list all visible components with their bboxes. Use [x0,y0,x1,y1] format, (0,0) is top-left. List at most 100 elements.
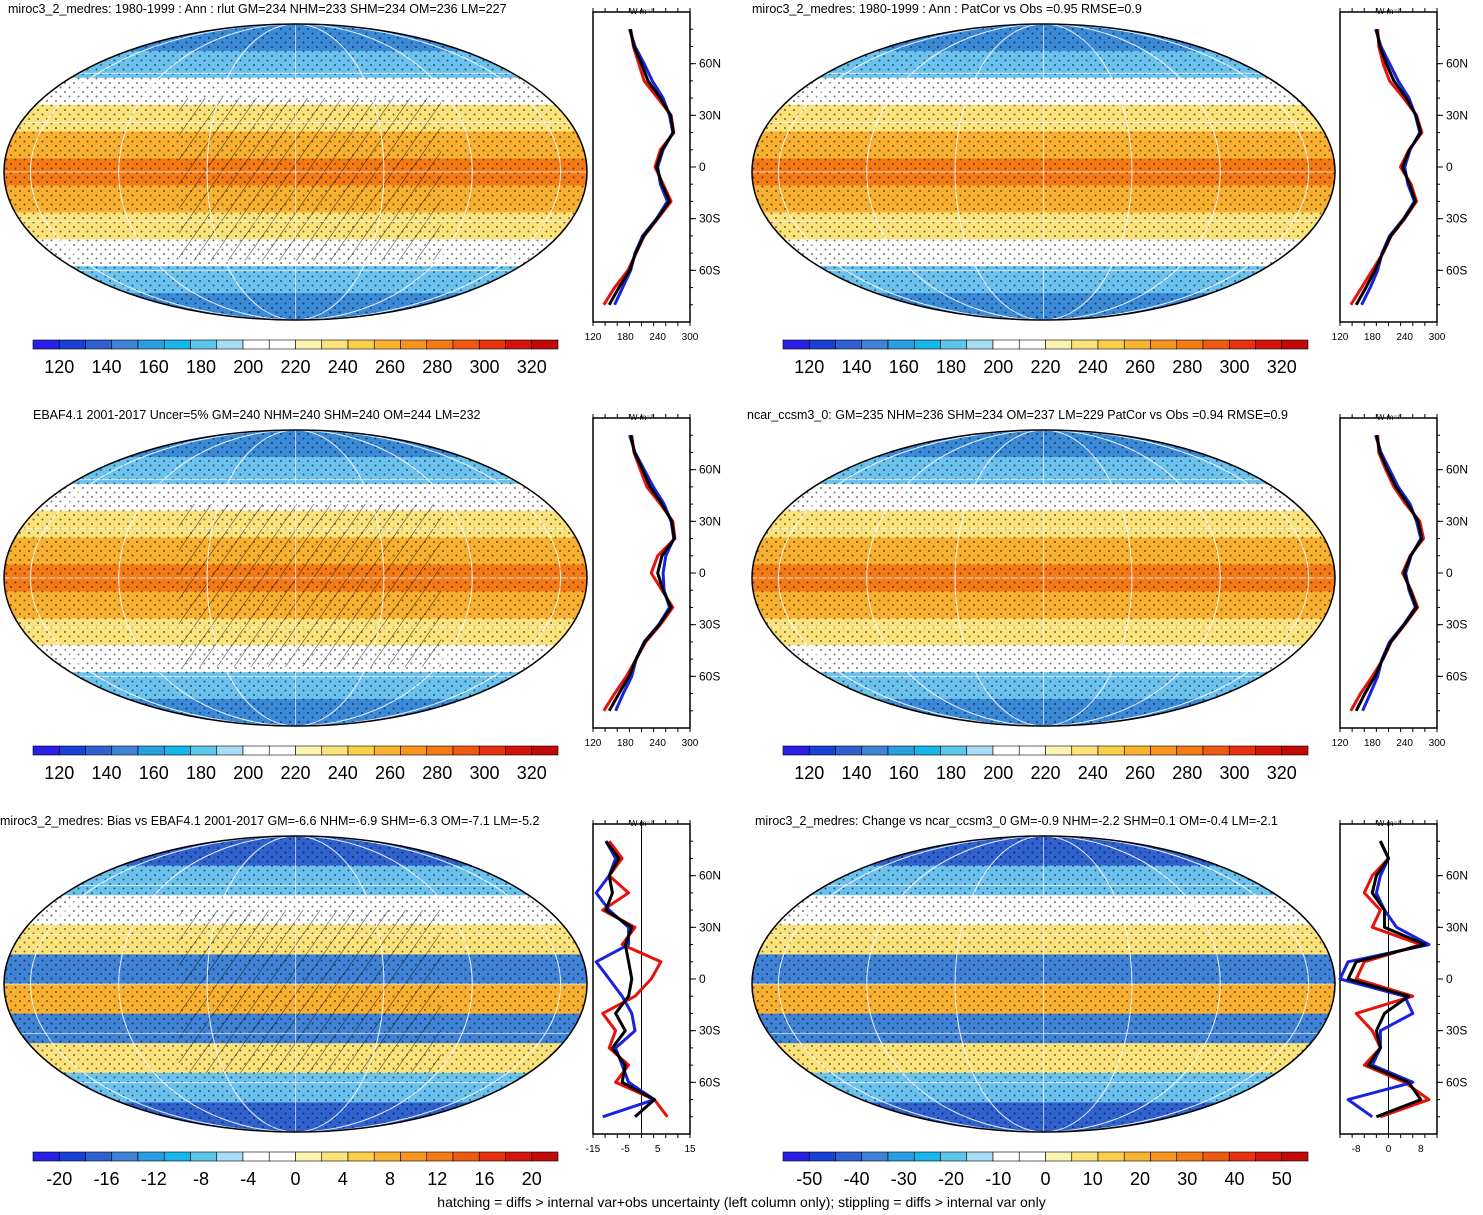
colorbar-swatch [242,339,270,350]
x-tick-label: 180 [617,332,634,343]
colorbar-swatch [940,339,968,350]
map-border [3,835,588,1133]
colorbar-label: 260 [375,763,405,783]
colorbar-label: -30 [891,1169,917,1189]
x-tick-label: 120 [1332,738,1349,749]
colorbar-label: 200 [233,763,263,783]
colorbar-label: -20 [46,1169,72,1189]
panel-p5: miroc3_2_medres: Bias vs EBAF4.1 2001-20… [0,814,721,1189]
lat-tick-label: 60N [699,869,721,883]
colorbar-swatch [782,339,810,350]
colorbar: -20 -16 -12 -8 -4 0 4 8 12 16 20 [32,1151,559,1189]
profile-line-red [1349,29,1424,306]
colorbar-swatch [531,745,559,756]
lat-tick-label: 60S [699,263,720,277]
colorbar-swatch [85,745,113,756]
colorbar-label: 320 [517,357,547,377]
colorbar-swatch [137,745,165,756]
colorbar-label: 300 [469,357,499,377]
lat-tick-label: 60S [699,669,720,683]
colorbar-label: 8 [385,1169,395,1189]
colorbar-swatch [861,745,889,756]
colorbar-swatch [190,339,218,350]
colorbar-swatch [400,745,428,756]
colorbar-swatch [1071,745,1099,756]
colorbar-swatch [966,745,994,756]
x-tick-label: 300 [1429,332,1446,343]
colorbar-swatch [861,1151,889,1162]
colorbar-label: 240 [1078,357,1108,377]
profile-line-black [604,840,656,1118]
colorbar-swatch [1097,1151,1125,1162]
map-field [4,836,587,1132]
lat-tick-label: 60S [699,1075,720,1089]
x-tick-label: -5 [621,1144,630,1155]
lat-tick-label: 30S [699,618,720,632]
lat-tick-label: 30N [1446,108,1468,122]
map-border [3,429,588,727]
x-tick-label: 240 [649,738,666,749]
colorbar: 120 140 160 180 200 220 240 260 280 300 320 [32,339,559,377]
colorbar-swatch [1228,745,1256,756]
colorbar-swatch [808,339,836,350]
panel-title: miroc3_2_medres: Bias vs EBAF4.1 2001-20… [0,814,540,828]
colorbar-swatch [85,339,113,350]
x-tick-label: 15 [684,1144,696,1155]
colorbar-swatch [321,745,349,756]
colorbar-label: -40 [843,1169,869,1189]
colorbar-swatch [1255,745,1283,756]
colorbar-label: 200 [983,763,1013,783]
lat-tick-label: 60N [699,57,721,71]
lat-tick-label: 0 [1446,160,1453,174]
colorbar-swatch [295,745,323,756]
colorbar-label: 240 [328,357,358,377]
lat-tick-label: 30S [699,1024,720,1038]
lat-tick-label: 60S [1446,263,1467,277]
colorbar-swatch [505,1151,533,1162]
colorbar: 120 140 160 180 200 220 240 260 280 300 320 [782,745,1309,783]
colorbar-swatch [321,339,349,350]
lat-tick-label: 30S [1446,618,1467,632]
panel-title: EBAF4.1 2001-2017 Uncer=5% GM=240 NHM=24… [33,408,481,422]
colorbar-label: 140 [91,763,121,783]
profile-line-black [1346,840,1427,1119]
colorbar-swatch [190,1151,218,1162]
zonal-profile: 60N 30N 0 30S 60S 120 180 240 300 W m⁻² [585,7,721,343]
colorbar-label: 120 [794,357,824,377]
map-field [752,24,1335,320]
colorbar-swatch [163,1151,191,1162]
lat-tick-label: 0 [699,566,706,580]
colorbar-swatch [940,1151,968,1162]
colorbar-swatch [216,745,244,756]
colorbar-swatch [137,1151,165,1162]
colorbar-swatch [268,339,296,350]
lat-tick-label: 30N [699,108,721,122]
colorbar-swatch [992,339,1020,350]
colorbar-swatch [1150,1151,1178,1162]
colorbar-label: 140 [91,357,121,377]
lat-tick-label: 30N [699,514,721,528]
colorbar-swatch [400,1151,428,1162]
lat-tick-label: 60S [1446,669,1467,683]
panel-p3: EBAF4.1 2001-2017 Uncer=5% GM=240 NHM=24… [3,408,721,783]
colorbar-swatch [163,745,191,756]
panel-title: miroc3_2_medres: 1980-1999 : Ann : rlut … [8,2,507,16]
lat-tick-label: 30S [1446,212,1467,226]
colorbar-swatch [111,1151,139,1162]
colorbar-label: 260 [1125,357,1155,377]
map-border [751,23,1336,321]
colorbar-swatch [1281,339,1309,350]
lat-tick-label: 60N [1446,869,1468,883]
x-tick-label: 180 [1364,332,1381,343]
lat-tick-label: 0 [1446,972,1453,986]
colorbar-swatch [531,339,559,350]
panel-title: miroc3_2_medres: Change vs ncar_ccsm3_0 … [755,814,1278,828]
colorbar-label: -8 [193,1169,209,1189]
colorbar-label: 200 [233,357,263,377]
colorbar-label: -12 [141,1169,167,1189]
map-field [752,836,1335,1132]
profile-line-black [1354,434,1424,712]
colorbar-swatch [1071,1151,1099,1162]
colorbar-label: 320 [517,763,547,783]
colorbar-swatch [452,1151,480,1162]
